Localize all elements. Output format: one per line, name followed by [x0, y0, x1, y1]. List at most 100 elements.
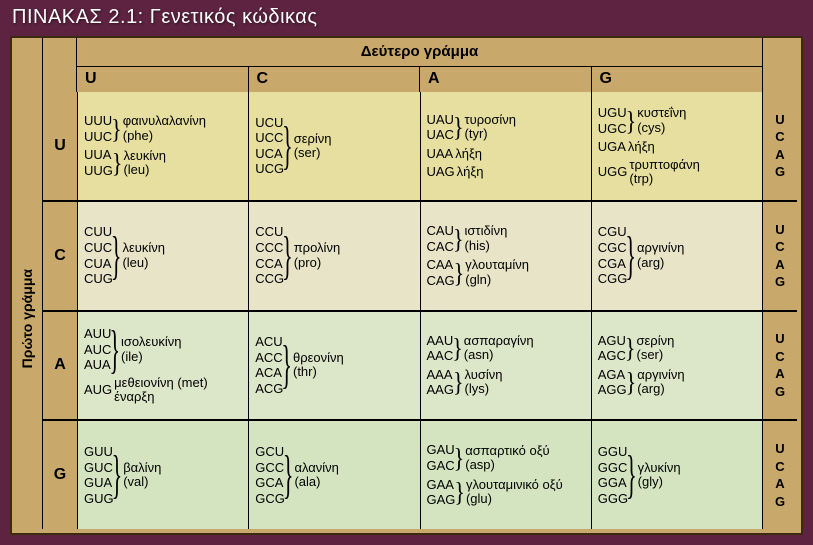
- third-letter-U: U: [775, 221, 784, 239]
- codon-group: UUUUUC}φαινυλαλανίνη(phe): [84, 113, 242, 144]
- amino-acid: τυροσίνη(tyr): [465, 113, 517, 142]
- codon-group: GAAGAG}γλουταμινικό οξύ(glu): [427, 477, 585, 508]
- codon: UGA: [598, 139, 626, 155]
- table-row: CCUUCUCCUACUG}λευκίνη(leu)CCUCCCCCACCG}π…: [43, 202, 797, 312]
- cell-UA: UAUUAC}τυροσίνη(tyr)UAAλήξηUAGλήξη: [421, 92, 592, 200]
- codon-group: AAAAAG}λυσίνη(lys): [427, 367, 585, 398]
- amino-name: λυσίνη: [465, 367, 503, 382]
- codon: UAA: [427, 146, 454, 162]
- amino-abbr: (tyr): [465, 127, 517, 141]
- codon: CUC: [84, 240, 113, 256]
- table-row: GGUUGUCGUAGUG}βαλίνη(val)GCUGCCGCAGCG}αλ…: [43, 421, 797, 529]
- codon-group: AAUAAC}ασπαραγίνη(asn): [427, 333, 585, 364]
- codon: UGG: [598, 164, 628, 180]
- codon: GUG: [84, 491, 114, 507]
- brace-icon: }: [109, 318, 120, 380]
- amino-abbr: (glu): [466, 492, 563, 506]
- codon: CCC: [255, 240, 284, 256]
- codon: UCA: [255, 146, 284, 162]
- codon-group: CCUCCCCCACCG}προλίνη(pro): [255, 224, 413, 286]
- amino-abbr: (arg): [637, 256, 684, 270]
- codon-list: CGUCGCCGACGG: [598, 224, 628, 286]
- amino-name: αργινίνη: [637, 240, 684, 255]
- codon: UCG: [255, 161, 284, 177]
- amino-abbr: (his): [465, 239, 508, 253]
- third-letter-G: G: [775, 383, 785, 401]
- codon-list: AUG: [84, 382, 112, 398]
- amino-abbr: (ser): [294, 146, 332, 160]
- third-letter-U: U: [775, 330, 784, 348]
- amino-abbr: (gln): [465, 273, 529, 287]
- amino-acid: γλυκίνη(gly): [638, 461, 681, 490]
- amino-acid: γλουταμίνη(gln): [465, 258, 529, 287]
- brace-icon: }: [111, 113, 122, 146]
- genetic-code-table: ΠΙΝΑΚΑΣ 2.1: Γενετικός κώδικας Πρώτο γρά…: [0, 0, 813, 545]
- codon-list: GGUGGCGGAGGG: [598, 444, 628, 506]
- codon-list: CCUCCCCCACCG: [255, 224, 284, 286]
- amino-name: λευκίνη: [122, 240, 165, 255]
- codon-group: CAUCAC}ιστιδίνη(his): [427, 223, 585, 254]
- amino-name: τρυπτοφάνη: [629, 157, 699, 172]
- header-spacer-left: [42, 38, 77, 94]
- codon-list: UAA: [427, 146, 454, 162]
- codon: GCC: [255, 460, 285, 476]
- third-letter-column: UCAG: [762, 92, 797, 200]
- first-letter-axis-label: Πρώτο γράμμα: [14, 110, 40, 527]
- amino-acid: ασπαραγίνη(asn): [464, 334, 534, 363]
- codon: UUA: [84, 147, 113, 163]
- third-letter-column: UCAG: [762, 202, 797, 310]
- cell-UC: UCUUCCUCAUCG}σερίνη(ser): [249, 92, 420, 200]
- codon: AUA: [84, 357, 111, 373]
- cell-GA: GAUGAC}ασπαρτικό οξύ(asp)GAAGAG}γλουταμι…: [421, 421, 592, 529]
- amino-name: γλυκίνη: [638, 460, 681, 475]
- col-header-G: G: [592, 66, 763, 92]
- codon: GAC: [427, 458, 455, 474]
- amino-acid: λευκίνη(leu): [123, 149, 166, 178]
- codon: AAG: [427, 382, 454, 398]
- codon: UUC: [84, 129, 112, 145]
- codon: GGG: [598, 491, 628, 507]
- amino-acid: αργινίνη(arg): [637, 368, 684, 397]
- cell-GC: GCUGCCGCAGCG}αλανίνη(ala): [249, 421, 420, 529]
- third-letter-G: G: [775, 163, 785, 181]
- amino-acid: τρυπτοφάνη(trp): [629, 158, 699, 187]
- amino-abbr: (ser): [636, 348, 674, 362]
- codon: GUA: [84, 475, 114, 491]
- third-letter-G: G: [775, 273, 785, 291]
- brace-icon: }: [453, 222, 464, 255]
- amino-abbr: (ile): [121, 350, 181, 364]
- codon: CGG: [598, 271, 628, 287]
- amino-name: αλανίνη: [294, 460, 338, 475]
- third-letter-C: C: [775, 128, 784, 146]
- cell-CA: CAUCAC}ιστιδίνη(his)CAACAG}γλουταμίνη(gl…: [421, 202, 592, 310]
- table-title: ΠΙΝΑΚΑΣ 2.1: Γενετικός κώδικας: [0, 0, 813, 39]
- cell-AC: ACUACCACAACG}θρεονίνη(thr): [249, 312, 420, 420]
- codon-group: GUUGUCGUAGUG}βαλίνη(val): [84, 444, 242, 506]
- codon-group: UGAλήξη: [598, 139, 756, 155]
- codon: AAU: [427, 333, 454, 349]
- codon: CUG: [84, 271, 113, 287]
- third-letter-U: U: [775, 440, 784, 458]
- codon-group: AGAAGG}αργινίνη(arg): [598, 367, 756, 398]
- codon: CGA: [598, 256, 628, 272]
- amino-name: ισολευκίνη: [121, 334, 181, 349]
- cell-GG: GGUGGCGGAGGG}γλυκίνη(gly): [592, 421, 762, 529]
- codon: AGG: [598, 382, 627, 398]
- codon-list: GAUGAC: [427, 442, 455, 473]
- amino-name: λήξη: [628, 139, 655, 154]
- codon-list: CAUCAC: [427, 223, 454, 254]
- third-letter-column: UCAG: [762, 312, 797, 420]
- table-row: AAUUAUCAUA}ισολευκίνη(ile)AUGμεθειονίνη …: [43, 312, 797, 422]
- codon: ACA: [255, 365, 283, 381]
- codon: GGA: [598, 475, 628, 491]
- codon-list: CUUCUCCUACUG: [84, 224, 113, 286]
- codon: AGU: [598, 333, 626, 349]
- col-header-C: C: [249, 66, 421, 92]
- amino-abbr: (leu): [123, 163, 166, 177]
- codon: AUG: [84, 382, 112, 398]
- codon: UUG: [84, 163, 113, 179]
- codon-group: ACUACCACAACG}θρεονίνη(thr): [255, 334, 413, 396]
- amino-abbr: (ala): [294, 475, 338, 489]
- codon: AAC: [427, 348, 454, 364]
- codon-list: AAUAAC: [427, 333, 454, 364]
